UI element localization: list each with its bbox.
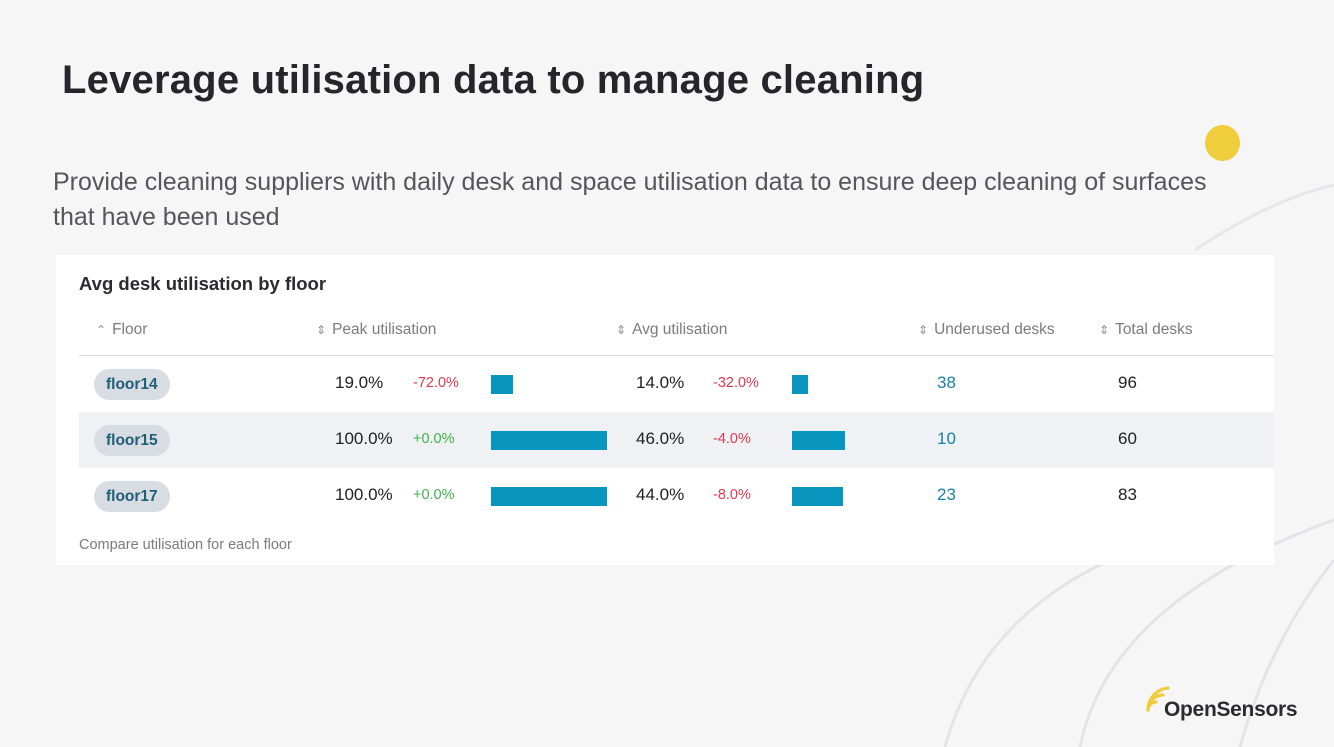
utilisation-card: Avg desk utilisation by floor ⌃ Floor ⇕ Pe… <box>56 255 1274 565</box>
avg-bar <box>792 431 845 450</box>
peak-bar <box>491 431 607 450</box>
underused-desks-link[interactable]: 23 <box>937 485 956 504</box>
slide-subtitle: Provide cleaning suppliers with daily de… <box>53 168 1207 231</box>
peak-bar <box>491 375 513 394</box>
column-header-total[interactable]: ⇕ Total desks <box>1099 321 1193 338</box>
table-row: floor14 19.0% -72.0% 14.0% -32.0% 38 96 <box>79 356 1274 412</box>
peak-bar <box>491 487 607 506</box>
slide-title: Leverage utilisation data to manage clea… <box>62 58 925 102</box>
avg-value: 14.0% <box>636 373 685 392</box>
sort-icon: ⇕ <box>316 323 327 337</box>
sort-icon: ⇕ <box>1099 323 1110 337</box>
sort-asc-icon: ⌃ <box>96 323 107 337</box>
peak-delta: +0.0% <box>413 487 455 503</box>
table-row: floor15 100.0% +0.0% 46.0% -4.0% 10 60 <box>79 412 1274 468</box>
peak-delta: -72.0% <box>413 375 459 391</box>
peak-value: 100.0% <box>335 429 393 448</box>
column-header-floor[interactable]: ⌃ Floor <box>96 321 148 338</box>
avg-bar <box>792 487 843 506</box>
floor-tag[interactable]: floor17 <box>94 481 170 512</box>
avg-value: 46.0% <box>636 429 685 448</box>
avg-bar <box>792 375 808 394</box>
table-row: floor17 100.0% +0.0% 44.0% -8.0% 23 83 <box>79 468 1274 524</box>
peak-delta: +0.0% <box>413 431 455 447</box>
sort-icon: ⇕ <box>616 323 627 337</box>
underused-desks-link[interactable]: 38 <box>937 373 956 392</box>
card-title: Avg desk utilisation by floor <box>79 273 327 294</box>
table-header: ⌃ Floor ⇕ Peak utilisation ⇕ Avg utilisatio… <box>79 319 1274 356</box>
avg-delta: -32.0% <box>713 375 759 391</box>
peak-value: 100.0% <box>335 485 393 504</box>
accent-dot <box>1205 125 1240 161</box>
total-desks: 60 <box>1118 429 1137 448</box>
floor-tag[interactable]: floor15 <box>94 425 170 456</box>
column-header-underused[interactable]: ⇕ Underused desks <box>918 321 1055 338</box>
floor-tag[interactable]: floor14 <box>94 369 170 400</box>
column-header-avg[interactable]: ⇕ Avg utilisation <box>616 321 728 338</box>
avg-delta: -8.0% <box>713 487 751 503</box>
peak-value: 19.0% <box>335 373 384 392</box>
underused-desks-link[interactable]: 10 <box>937 429 956 448</box>
avg-delta: -4.0% <box>713 431 751 447</box>
total-desks: 96 <box>1118 373 1137 392</box>
total-desks: 83 <box>1118 485 1137 504</box>
opensensors-logo: OpenSensors <box>1144 682 1304 722</box>
avg-value: 44.0% <box>636 485 685 504</box>
card-footer: Compare utilisation for each floor <box>79 537 292 553</box>
logo-text: OpenSensors <box>1164 698 1298 721</box>
sort-icon: ⇕ <box>918 323 929 337</box>
signal-arcs-icon <box>1146 686 1170 712</box>
column-header-peak[interactable]: ⇕ Peak utilisation <box>316 321 437 338</box>
